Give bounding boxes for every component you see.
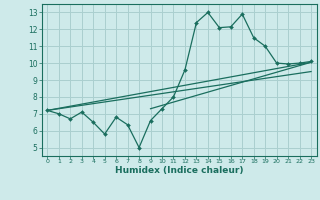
X-axis label: Humidex (Indice chaleur): Humidex (Indice chaleur) [115, 166, 244, 175]
